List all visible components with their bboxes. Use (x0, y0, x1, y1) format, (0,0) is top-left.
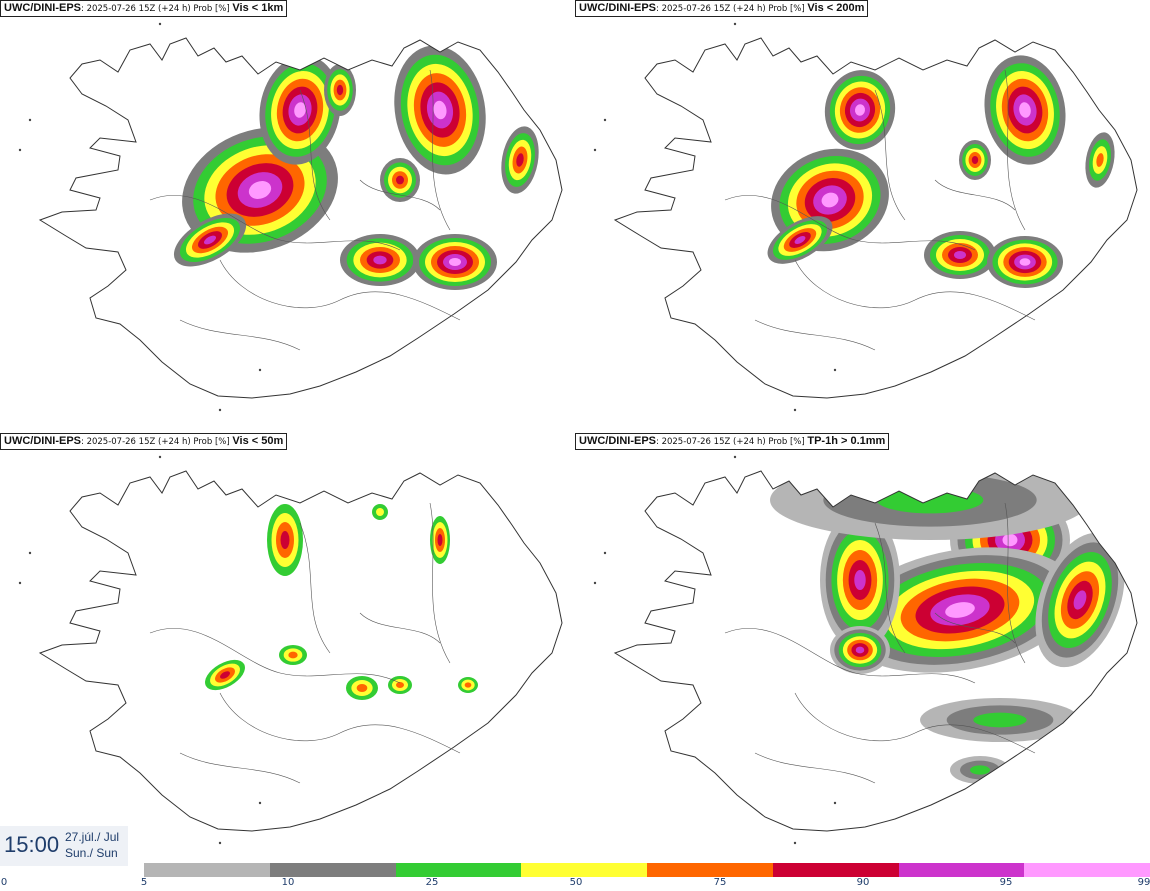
colorbar-tick-label: 90 (856, 877, 870, 888)
colorbar-tick-label: 0 (0, 877, 8, 888)
colorbar-tick-label: 75 (713, 877, 727, 888)
colorbar-tick-label: 95 (999, 877, 1013, 888)
colorbar-segment (772, 863, 899, 877)
colorbar-segment (269, 863, 396, 877)
colorbar-segment (1024, 863, 1150, 877)
colorbar-segment (521, 863, 648, 877)
colorbar-segment (395, 863, 522, 877)
valid-time-box: 15:00 27.júl./ Jul Sun./ Sun (0, 826, 128, 866)
colorbar-tick-label: 25 (425, 877, 439, 888)
iceland-map (18, 22, 563, 412)
colorbar-segment (898, 863, 1025, 877)
map-panel-vis-1km: UWC/DINI-EPS: 2025-07-26 15Z (+24 h) Pro… (0, 0, 575, 430)
map-panel-precip: UWC/DINI-EPS: 2025-07-26 15Z (+24 h) Pro… (575, 433, 1150, 863)
panel-title: UWC/DINI-EPS: 2025-07-26 15Z (+24 h) Pro… (575, 433, 890, 450)
colorbar-tick-label: 10 (281, 877, 295, 888)
iceland-map (18, 455, 563, 845)
panel-title: UWC/DINI-EPS: 2025-07-26 15Z (+24 h) Pro… (0, 0, 288, 17)
map-panel-vis-200m: UWC/DINI-EPS: 2025-07-26 15Z (+24 h) Pro… (575, 0, 1150, 430)
colorbar-tick-label: 50 (569, 877, 583, 888)
panel-title: UWC/DINI-EPS: 2025-07-26 15Z (+24 h) Pro… (0, 433, 288, 450)
panel-title: UWC/DINI-EPS: 2025-07-26 15Z (+24 h) Pro… (575, 0, 869, 17)
probability-colorbar (144, 863, 1150, 877)
iceland-map (593, 22, 1138, 412)
iceland-map (593, 455, 1138, 845)
colorbar-tick-label: 99 (1137, 877, 1150, 888)
valid-weekday: Sun./ Sun (65, 846, 118, 860)
colorbar-tick-label: 5 (140, 877, 148, 888)
colorbar-segment (144, 863, 271, 877)
valid-date: 27.júl./ Jul (65, 830, 120, 844)
valid-time: 15:00 (4, 832, 60, 857)
colorbar-segment (647, 863, 774, 877)
map-panel-vis-50m: UWC/DINI-EPS: 2025-07-26 15Z (+24 h) Pro… (0, 433, 575, 863)
